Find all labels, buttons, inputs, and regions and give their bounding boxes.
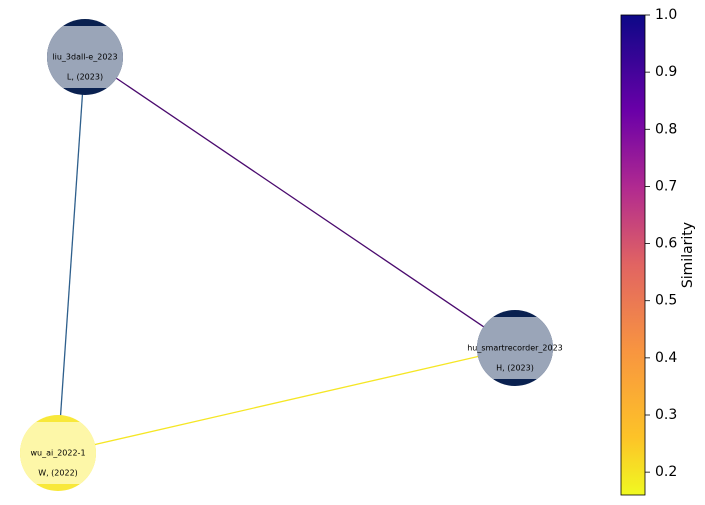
node-label-box <box>477 317 553 379</box>
edge <box>57 347 516 454</box>
colorbar <box>620 14 646 496</box>
colorbar-label: Similarity <box>680 222 696 288</box>
node-sublabel: W, (2022) <box>38 469 78 478</box>
node-sublabel: L, (2023) <box>67 73 103 82</box>
node-label-box <box>20 422 96 484</box>
colorbar-tick-label: 0.5 <box>655 293 677 309</box>
colorbar-tick-label: 0.6 <box>655 236 677 252</box>
edge <box>57 56 86 454</box>
node-sublabel: H, (2023) <box>496 364 534 373</box>
node-label: liu_3dall-e_2023 <box>52 53 117 62</box>
colorbar-tick-label: 0.4 <box>655 350 677 366</box>
colorbar-tick-label: 0.9 <box>655 64 677 80</box>
node: liu_3dall-e_2023 L, (2023) <box>47 19 123 95</box>
colorbar-tick-label: 0.2 <box>655 464 677 480</box>
colorbar-tick-label: 0.7 <box>655 178 677 194</box>
colorbar-tick-label: 1.0 <box>655 7 677 23</box>
colorbar-tick-label: 0.8 <box>655 121 677 137</box>
node-label-box <box>47 26 123 88</box>
node: wu_ai_2022-1 W, (2022) <box>20 415 96 491</box>
colorbar-tick-label: 0.3 <box>655 407 677 423</box>
node-label: hu_smartrecorder_2023 <box>467 344 563 353</box>
edge <box>84 56 516 349</box>
node-label: wu_ai_2022-1 <box>30 449 85 458</box>
node: hu_smartrecorder_2023 H, (2023) <box>467 310 563 386</box>
